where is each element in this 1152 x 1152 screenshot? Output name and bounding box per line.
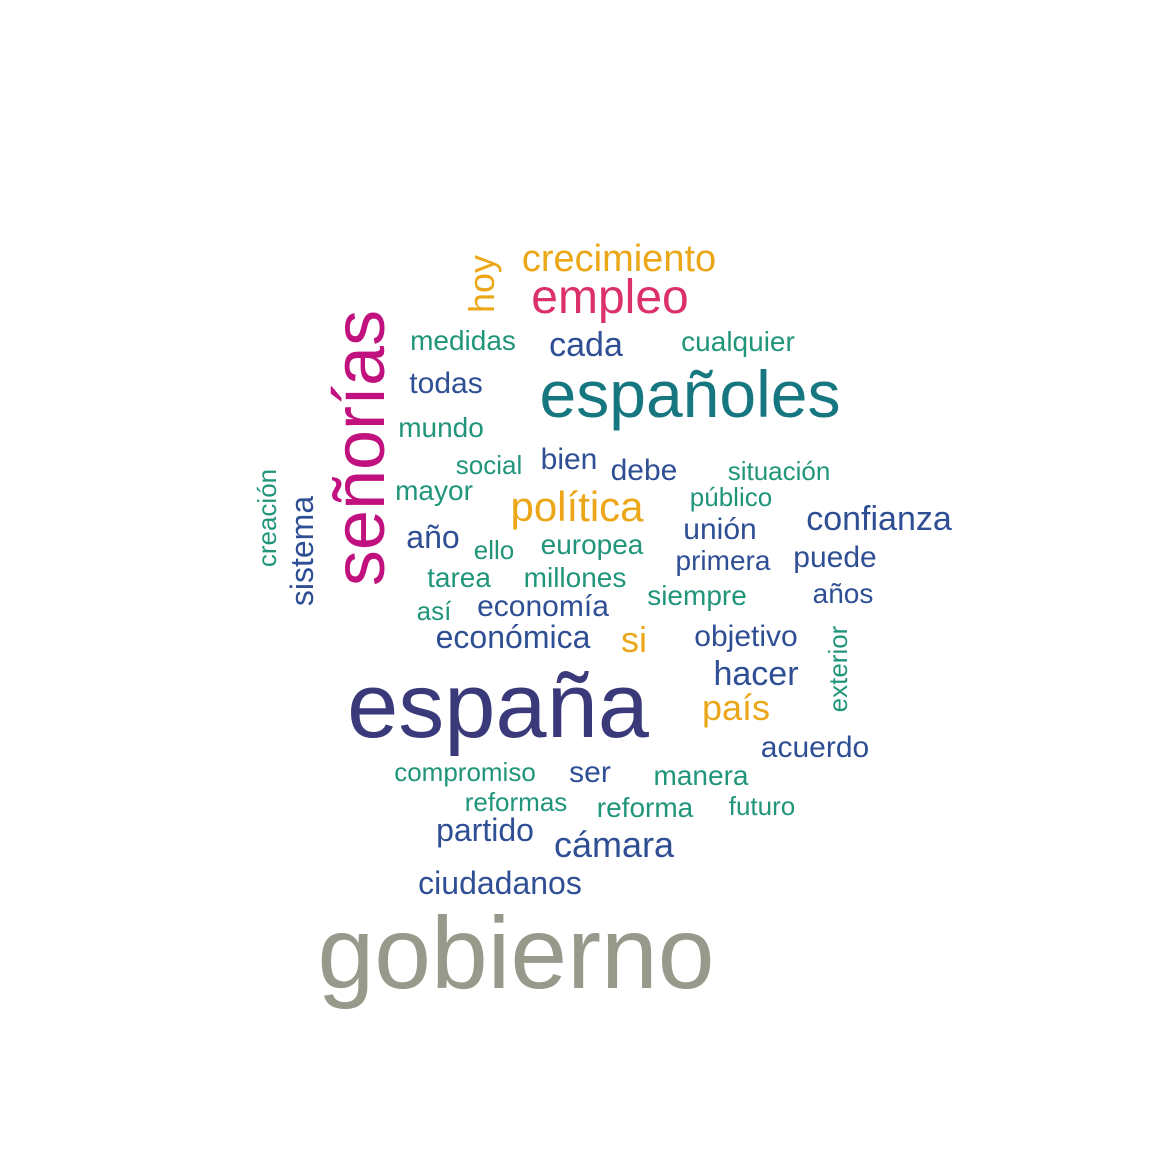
word-cualquier: cualquier	[681, 326, 795, 357]
word-publico: público	[689, 482, 773, 512]
word-economica: económica	[435, 619, 591, 655]
word-crecimiento: crecimiento	[521, 238, 717, 280]
word-senorias: señorías	[320, 309, 400, 587]
word-camara: cámara	[553, 824, 675, 865]
word-creacion: creación	[252, 468, 282, 568]
word-millones: millones	[523, 562, 627, 593]
word-manera: manera	[653, 760, 749, 791]
word-tarea: tarea	[427, 562, 491, 593]
word-objetivo: objetivo	[694, 620, 798, 653]
word-ello: ello	[473, 535, 515, 565]
word-debe: debe	[610, 454, 678, 487]
word-politica: política	[510, 483, 644, 530]
word-primera: primera	[675, 545, 771, 576]
word-reformas: reformas	[464, 787, 568, 817]
word-hacer: hacer	[713, 655, 799, 693]
word-partido: partido	[436, 812, 534, 848]
word-espana: españa	[347, 655, 649, 757]
word-mundo: mundo	[398, 412, 484, 443]
word-social: social	[455, 450, 523, 480]
word-asi: así	[416, 596, 452, 626]
word-situacion: situación	[727, 456, 831, 486]
word-puede: puede	[793, 541, 877, 574]
word-anos: años	[812, 578, 874, 609]
word-futuro: futuro	[728, 791, 796, 821]
word-gobierno: gobierno	[317, 896, 715, 1010]
word-acuerdo: acuerdo	[760, 731, 870, 764]
word-pais: país	[701, 687, 771, 728]
word-empleo: empleo	[531, 271, 689, 324]
word-ano: año	[406, 519, 460, 555]
word-europea: europea	[540, 529, 644, 560]
word-reforma: reforma	[596, 792, 694, 823]
word-economia: economía	[477, 590, 609, 623]
word-hoy: hoy	[461, 254, 502, 314]
word-ser: ser	[569, 756, 611, 789]
word-ciudadanos: ciudadanos	[418, 865, 582, 901]
word-exterior: exterior	[823, 625, 853, 713]
word-compromiso: compromiso	[394, 757, 536, 787]
word-sistema: sistema	[284, 495, 320, 607]
word-confianza: confianza	[806, 500, 952, 538]
word-bien: bien	[540, 443, 598, 476]
word-siempre: siempre	[647, 580, 747, 611]
word-union: unión	[683, 513, 757, 546]
word-todas: todas	[409, 367, 483, 400]
word-espanoles: españoles	[539, 357, 841, 431]
word-mayor: mayor	[395, 475, 473, 506]
word-cada: cada	[549, 326, 623, 364]
word-medidas: medidas	[410, 325, 516, 356]
word-si: si	[621, 619, 647, 660]
